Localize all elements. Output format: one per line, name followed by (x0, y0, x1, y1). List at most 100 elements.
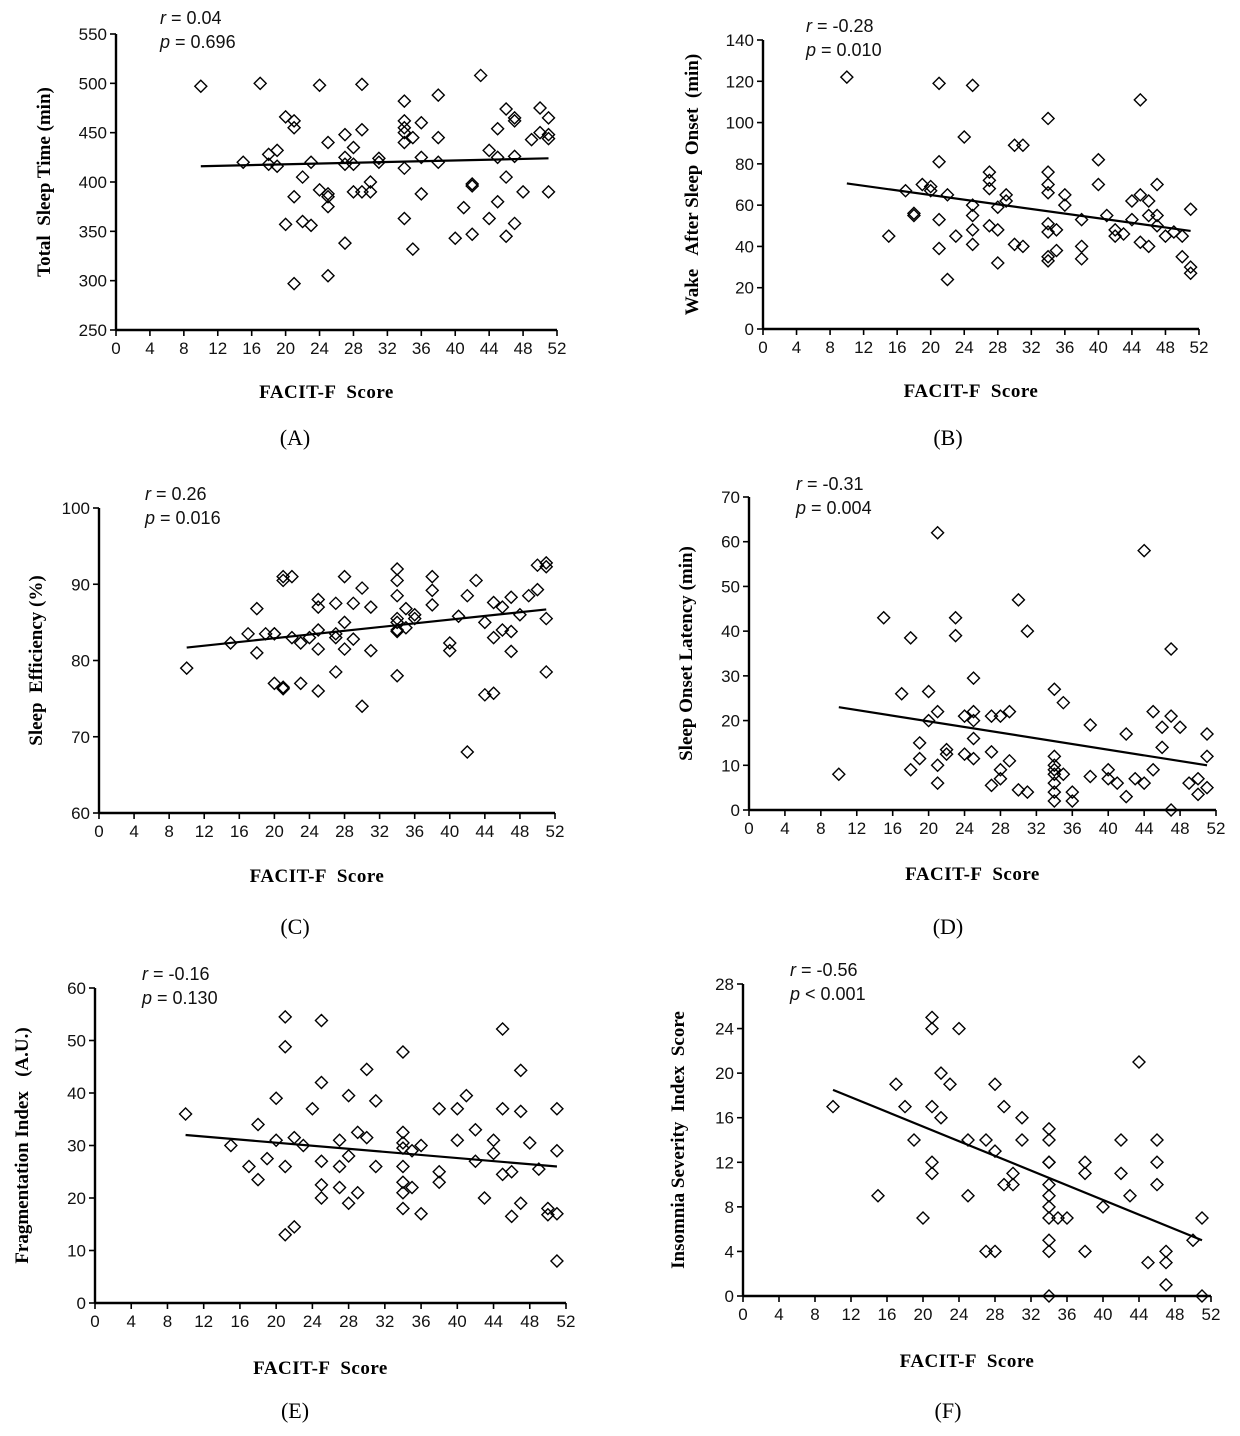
data-point (504, 624, 519, 639)
data-point (486, 1133, 501, 1148)
y-tick-label: 8 (725, 1198, 734, 1217)
data-point (993, 762, 1008, 777)
data-point (965, 222, 980, 237)
data-point (961, 1133, 975, 1147)
data-point (541, 127, 556, 142)
data-point (1133, 187, 1148, 202)
data-point (414, 115, 429, 130)
data-point (1200, 749, 1215, 764)
y-tick-label: 30 (721, 667, 740, 686)
data-point (1150, 208, 1165, 223)
data-point (350, 1185, 365, 1200)
data-point (1042, 1244, 1056, 1259)
data-point (363, 643, 378, 658)
data-point (1015, 138, 1030, 153)
p-symbol: p (795, 498, 806, 518)
data-point (541, 184, 556, 199)
y-tick-label: 40 (721, 622, 740, 641)
data-point (397, 125, 412, 140)
data-point (921, 713, 936, 728)
data-point (341, 1088, 356, 1103)
data-point (539, 559, 554, 574)
data-point (524, 132, 539, 147)
x-tick-label: 52 (546, 822, 565, 841)
r-statistic: r = -0.56 (790, 960, 858, 980)
data-point (432, 1175, 447, 1190)
data-point (495, 1101, 510, 1116)
data-point (943, 1077, 957, 1092)
x-tick-label: 4 (780, 819, 789, 838)
r-symbol: r (790, 960, 797, 980)
x-tick-label: 52 (548, 339, 567, 358)
x-tick-label: 0 (758, 338, 767, 357)
data-point (314, 1075, 329, 1090)
data-point (934, 1066, 948, 1081)
data-point (1041, 249, 1056, 264)
data-point (1124, 212, 1139, 227)
data-point (337, 127, 352, 142)
x-tick-label: 40 (1094, 1305, 1113, 1324)
data-point (906, 206, 921, 221)
data-point (354, 77, 369, 92)
data-point (1150, 1133, 1164, 1147)
data-point (1091, 177, 1106, 192)
data-point (499, 101, 514, 116)
data-point (916, 1211, 930, 1225)
data-point (966, 731, 981, 746)
p-value: = 0.696 (170, 32, 236, 52)
data-point (930, 758, 945, 773)
data-point (414, 1206, 429, 1221)
y-tick-label: 50 (67, 1032, 86, 1051)
data-point (359, 1062, 374, 1077)
x-tick-label: 20 (921, 338, 940, 357)
y-tick-label: 12 (715, 1153, 734, 1172)
data-point (1137, 543, 1152, 558)
data-point (549, 1206, 564, 1221)
data-point (898, 1099, 912, 1114)
data-point (179, 661, 194, 676)
data-point (930, 525, 945, 540)
data-point (368, 1159, 383, 1174)
x-tick-label: 8 (825, 338, 834, 357)
p-symbol: p (159, 32, 170, 52)
data-point (906, 208, 921, 223)
data-point (499, 229, 514, 244)
data-point (504, 1209, 519, 1224)
x-tick-label: 52 (1207, 819, 1226, 838)
data-point (397, 211, 412, 226)
y-tick-label: 100 (726, 114, 754, 133)
data-point (1007, 138, 1022, 153)
x-tick-label: 0 (744, 819, 753, 838)
data-point (1056, 695, 1071, 710)
data-point (332, 1180, 347, 1195)
data-point (521, 588, 536, 603)
data-point (549, 1254, 564, 1268)
data-point (499, 170, 514, 185)
data-point (321, 189, 336, 204)
x-tick-label: 32 (1022, 1305, 1041, 1324)
x-tick-label: 28 (344, 339, 363, 358)
data-point (1042, 1211, 1056, 1225)
x-tick-label: 28 (991, 819, 1010, 838)
data-point (346, 184, 361, 199)
r-value: = -0.16 (148, 964, 210, 984)
data-point (314, 1191, 329, 1205)
regression-line (838, 706, 1208, 767)
data-point (1137, 776, 1152, 791)
x-tick-label: 28 (339, 1312, 358, 1331)
x-axis-title: FACIT-F Score (250, 866, 385, 887)
r-value: = -0.31 (802, 474, 864, 494)
data-point (284, 569, 299, 584)
data-point (1128, 771, 1143, 786)
data-point (431, 88, 446, 103)
data-point (486, 630, 501, 645)
x-tick-label: 20 (265, 822, 284, 841)
data-point (295, 214, 310, 229)
x-tick-label: 52 (1202, 1305, 1221, 1324)
r-symbol: r (796, 474, 803, 494)
data-point (1114, 1166, 1128, 1181)
data-point (1015, 239, 1030, 254)
data-point (1011, 782, 1026, 797)
data-point (223, 1138, 238, 1153)
data-point (1186, 1233, 1200, 1248)
